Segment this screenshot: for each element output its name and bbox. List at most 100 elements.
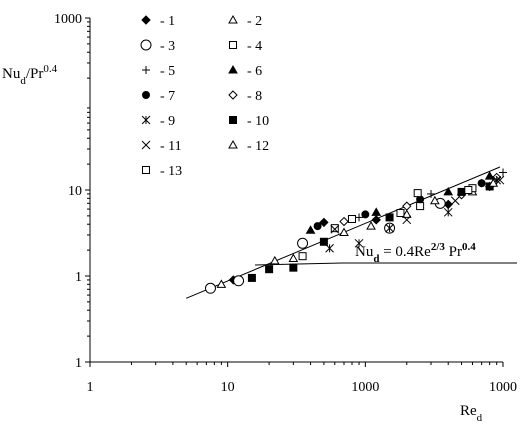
legend-marker xyxy=(142,66,150,74)
x-axis-label: Red xyxy=(460,403,483,424)
data-point-series-11 xyxy=(330,224,340,234)
x-tick-label: 1 xyxy=(87,380,94,395)
x-tick-label: 1000 xyxy=(489,380,517,395)
legend-label: - 4 xyxy=(247,39,262,54)
data-point-series-12 xyxy=(288,253,299,262)
y-tick-label: 1000 xyxy=(54,12,82,27)
legend-item: - 8 xyxy=(228,89,262,104)
legend-item: - 6 xyxy=(228,64,262,79)
data-point-series-10 xyxy=(247,273,256,282)
x-axis-label-main: Re xyxy=(460,403,477,419)
data-point-series-3 xyxy=(297,237,309,249)
legend-label: - 11 xyxy=(160,139,182,154)
legend-label: - 12 xyxy=(247,139,269,154)
legend-marker xyxy=(229,41,237,49)
y-axis-label-sup: 0.4 xyxy=(43,63,57,75)
y-axis-label: Nud/Pr0.4 xyxy=(2,63,58,87)
data-point-series-3 xyxy=(204,282,216,294)
legend-item: - 1 xyxy=(141,14,175,29)
data-point-series-4 xyxy=(396,209,405,218)
eq-pr: Pr xyxy=(445,244,462,260)
x-tick-label: 1000 xyxy=(351,380,379,395)
data-point-series-1 xyxy=(319,217,329,228)
legend-label: - 8 xyxy=(247,89,262,104)
legend-item: - 2 xyxy=(228,14,262,29)
legend-item: - 4 xyxy=(229,39,262,54)
data-point-series-11 xyxy=(402,215,412,225)
legend-item: - 3 xyxy=(140,39,175,54)
legend-label: - 7 xyxy=(160,89,175,104)
eq-pr-sup: 0.4 xyxy=(462,241,476,253)
legend-label: - 6 xyxy=(247,64,262,79)
legend-label: - 1 xyxy=(160,14,175,29)
legend-label: - 2 xyxy=(247,14,262,29)
data-point-series-6 xyxy=(443,186,454,196)
legend-marker xyxy=(141,140,151,150)
data-point-series-4 xyxy=(416,202,425,211)
data-point-series-5 xyxy=(355,213,364,222)
data-point-series-6 xyxy=(305,225,316,234)
data-point-series-8 xyxy=(339,216,349,227)
eq-body: = 0.4Re xyxy=(379,244,431,260)
data-point-series-7 xyxy=(361,210,370,219)
data-point-series-2 xyxy=(216,279,227,288)
data-point-series-13 xyxy=(347,215,356,224)
data-point-series-2 xyxy=(269,255,280,265)
legend-item: - 13 xyxy=(142,164,182,179)
data-point-series-6 xyxy=(371,207,382,216)
x-tick-label: 10 xyxy=(221,380,235,395)
data-point-series-9 xyxy=(354,238,364,248)
legend-label: - 9 xyxy=(160,114,175,129)
legend-label: - 3 xyxy=(160,39,175,54)
data-point-series-13 xyxy=(464,186,473,194)
eq-nu: Nu xyxy=(355,244,374,260)
y-axis-label-main: Nu xyxy=(2,66,21,82)
legend-label: - 13 xyxy=(160,164,182,179)
data-point-series-10 xyxy=(457,187,466,196)
legend-label: - 10 xyxy=(247,114,269,129)
data-point-series-13 xyxy=(298,252,307,261)
data-point-series-2 xyxy=(401,209,412,218)
legend-marker xyxy=(141,15,151,25)
legend-marker xyxy=(229,116,237,124)
data-point-series-9 xyxy=(443,207,453,217)
legend-marker xyxy=(141,115,151,125)
data-point-series-10 xyxy=(385,213,394,222)
annotation-leader-line xyxy=(254,262,517,266)
data-point-series-6 xyxy=(484,171,495,180)
y-axis-label-sub: d xyxy=(20,75,26,87)
legend-marker xyxy=(142,91,150,99)
data-point-series-5 xyxy=(427,189,436,198)
eq-nu-sub: d xyxy=(373,253,379,265)
eq-re-sup: 2/3 xyxy=(431,241,446,253)
legend-item: - 10 xyxy=(229,114,269,129)
data-points xyxy=(204,168,507,294)
legend-marker xyxy=(228,14,238,24)
y-tick-label: 1 xyxy=(75,270,82,285)
legend-marker xyxy=(140,39,152,51)
data-point-series-7 xyxy=(477,179,486,188)
data-point-series-12 xyxy=(430,195,440,205)
data-point-series-11 xyxy=(450,196,460,206)
data-point-series-4 xyxy=(330,224,339,233)
data-point-series-12 xyxy=(488,178,499,187)
legend: - 1 - 2 - 3 - 4 - 5 - 6 - 7 - 8 - 9 - 10 - 11 - 12 -… xyxy=(140,14,269,179)
legend-label: - 5 xyxy=(160,64,175,79)
y-tick-label: 10 xyxy=(68,184,82,199)
data-point-series-13 xyxy=(413,189,422,198)
data-point-series-8 xyxy=(402,201,412,211)
legend-item: - 5 xyxy=(142,64,175,79)
legend-marker xyxy=(228,139,238,149)
data-point-series-10 xyxy=(265,265,274,274)
data-point-series-10 xyxy=(289,263,298,272)
legend-marker xyxy=(228,90,238,100)
y-tick-label: 1 xyxy=(75,356,82,371)
data-point-series-7 xyxy=(313,222,322,231)
legend-item: - 9 xyxy=(141,114,175,129)
data-point-series-12 xyxy=(366,221,376,230)
legend-item: - 7 xyxy=(142,89,175,104)
data-point-series-11 xyxy=(495,175,505,185)
x-axis-label-sub: d xyxy=(477,412,483,424)
